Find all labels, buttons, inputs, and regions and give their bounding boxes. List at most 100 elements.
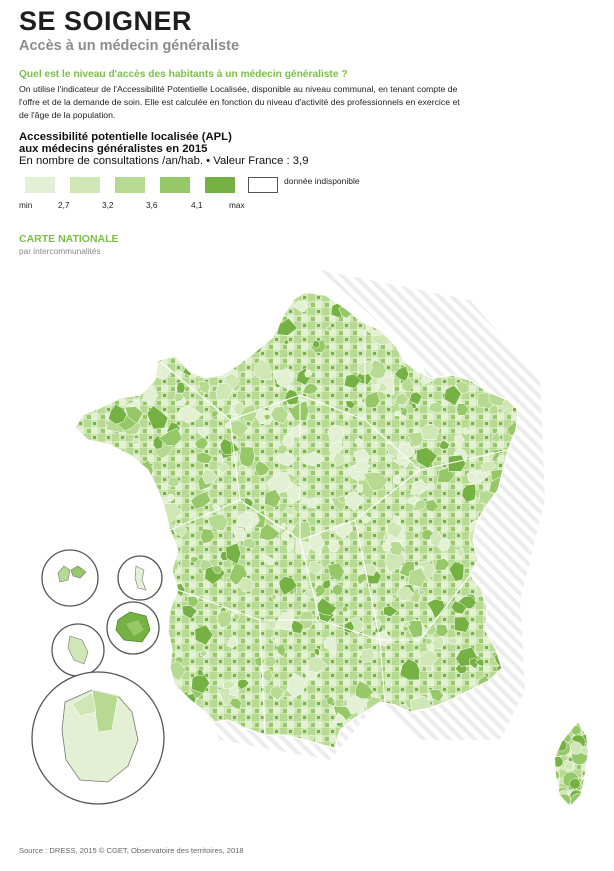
map-area: [399, 658, 420, 681]
map-area: [273, 368, 294, 390]
map-area: [362, 515, 372, 524]
map-area: [242, 538, 256, 550]
map-area: [418, 589, 426, 596]
map-area: [250, 294, 268, 310]
map-area: [463, 427, 470, 435]
map-area: [194, 292, 206, 304]
map-area: [284, 389, 299, 406]
map-area: [88, 292, 96, 296]
map-area: [428, 402, 444, 414]
map-area: [215, 299, 223, 307]
map-area: [569, 778, 581, 790]
map-area: [215, 383, 233, 401]
intro-text: On utilise l'indicateur de l'Accessibili…: [19, 84, 460, 121]
map-area: [201, 468, 218, 485]
map-area: [392, 474, 401, 484]
map-area: [200, 528, 215, 545]
map-area: [355, 680, 374, 699]
map-area: [277, 450, 296, 466]
map-area: [145, 667, 153, 674]
map-area: [410, 402, 417, 409]
map-area: [383, 605, 399, 618]
legend-title-line2: aux médecins généralistes en 2015: [19, 143, 208, 155]
map-area: [477, 297, 490, 309]
map-area: [219, 438, 233, 455]
map-area: [149, 334, 164, 347]
map-area: [125, 532, 133, 542]
map-area: [377, 381, 388, 393]
map-area: [264, 489, 282, 509]
map-area: [75, 374, 79, 394]
map-area: [75, 484, 84, 494]
map-area: [114, 317, 126, 331]
map-area: [133, 298, 144, 313]
map-area: [281, 531, 290, 541]
page-subtitle: Accès à un médecin généraliste: [19, 38, 240, 54]
map-area: [363, 471, 389, 492]
map-area: [302, 383, 319, 395]
map-area: [208, 343, 221, 357]
map-area: [184, 350, 198, 368]
legend-unit: En nombre de consultations /an/hab. • Va…: [19, 155, 309, 167]
map-area: [107, 476, 126, 492]
map-area: [218, 462, 231, 473]
map-area: [456, 403, 470, 416]
map-area: [103, 455, 115, 472]
map-area: [284, 485, 301, 503]
map-area: [420, 423, 440, 441]
map-area: [491, 431, 501, 443]
source-note: Source : DRESS, 2015 © CGET, Observatoir…: [19, 846, 244, 855]
map-area: [412, 498, 427, 511]
map-area: [233, 347, 248, 358]
inset-la-reunion: [106, 601, 160, 655]
map-area: [335, 522, 353, 540]
map-area: [555, 722, 563, 735]
map-area: [269, 685, 285, 701]
legend-tick-label: min: [19, 200, 33, 210]
map-area: [215, 297, 226, 307]
map-area: [265, 471, 292, 494]
map-area: [392, 593, 399, 600]
map-area: [83, 475, 96, 491]
map-area: [92, 337, 106, 351]
map-area: [162, 339, 184, 356]
map-area: [237, 678, 250, 690]
legend-nodata-swatch: [248, 177, 278, 193]
inset-guyane: [31, 671, 165, 805]
map-area: [211, 564, 223, 574]
map-area: [447, 637, 458, 646]
map-area: [332, 712, 346, 724]
map-area: [161, 317, 169, 326]
map-section-title: CARTE NATIONALE: [19, 233, 119, 245]
map-area: [99, 448, 118, 465]
map-area: [434, 558, 451, 571]
map-area: [195, 698, 203, 707]
map-area: [114, 477, 130, 496]
map-area: [425, 622, 438, 636]
map-area: [425, 664, 434, 673]
map-area: [87, 471, 109, 494]
inset-martinique: [51, 623, 105, 677]
map-area: [150, 520, 170, 545]
map-area: [233, 613, 241, 622]
legend-swatch-4: [160, 177, 190, 193]
map-area: [254, 358, 272, 381]
map-area: [85, 365, 106, 387]
map-area: [308, 532, 325, 556]
map-area: [113, 539, 133, 561]
map-area: [304, 369, 313, 378]
map-area: [102, 292, 114, 301]
map-area: [233, 293, 246, 308]
map-area: [262, 668, 273, 684]
map-area: [555, 770, 560, 781]
map-area: [570, 725, 582, 736]
legend-tick-label: 3,2: [102, 200, 114, 210]
map-area: [355, 484, 364, 493]
map-area: [150, 650, 169, 666]
map-area: [146, 405, 169, 430]
intro-question: Quel est le niveau d'accès des habitants…: [19, 69, 348, 80]
inset-guadeloupe: [41, 549, 99, 607]
map-area: [313, 647, 320, 657]
map-area: [177, 332, 195, 347]
map-area: [108, 403, 127, 425]
